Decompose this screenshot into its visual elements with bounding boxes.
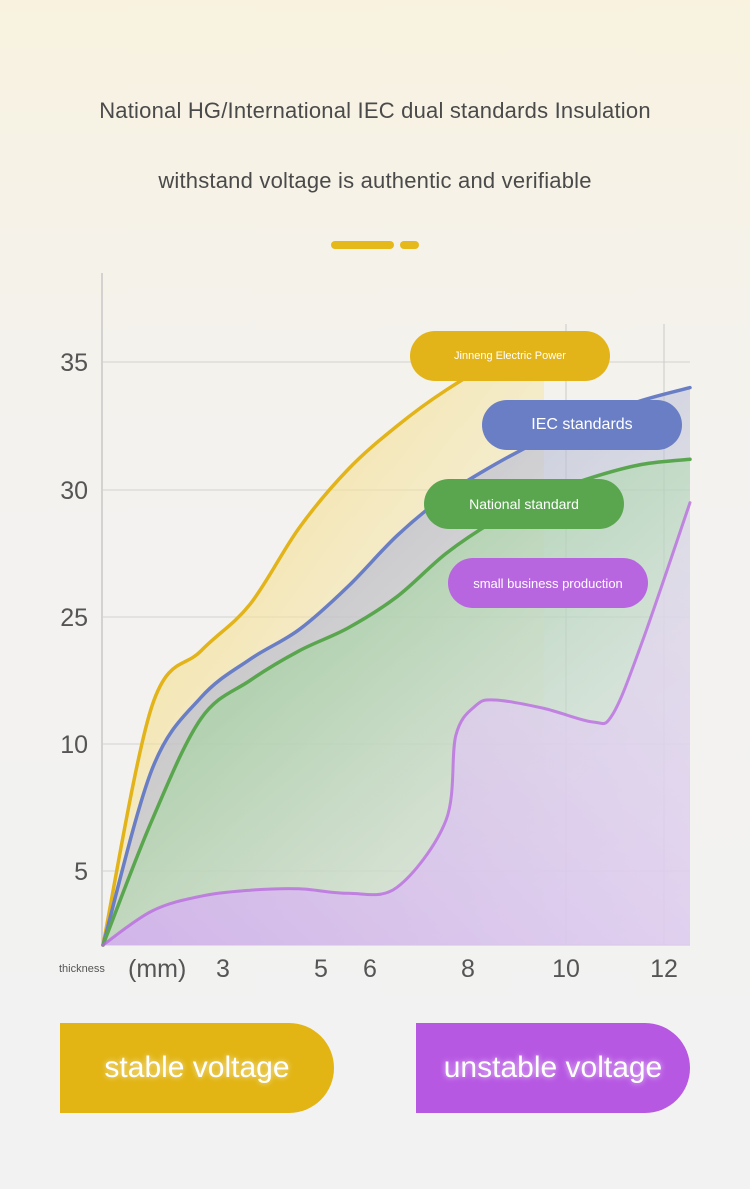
series-line-national xyxy=(101,457,692,947)
x-axis-label: thickness xyxy=(59,963,105,975)
x-tick-label: 5 xyxy=(314,955,328,983)
legend-pill-jinneng: Jinneng Electric Power xyxy=(410,331,610,381)
series-line-jinneng xyxy=(101,344,546,947)
series-line-small-business xyxy=(101,501,692,947)
x-tick-label: 10 xyxy=(552,955,580,983)
unstable-voltage-button[interactable]: unstable voltage xyxy=(416,1023,690,1113)
x-tick-label: 8 xyxy=(461,955,475,983)
x-tick-label: 3 xyxy=(216,955,230,983)
stable-voltage-button[interactable]: stable voltage xyxy=(60,1023,334,1113)
decor-bar-short xyxy=(400,241,419,249)
x-tick-label: 12 xyxy=(650,955,678,983)
legend-pill-national: National standard xyxy=(424,479,624,529)
x-tick-label: 6 xyxy=(363,955,377,983)
legend-pill-iec: IEC standards xyxy=(482,400,682,450)
decor-bar-long xyxy=(331,241,394,249)
headline-line-1: National HG/International IEC dual stand… xyxy=(99,98,651,123)
y-tick-label: 25 xyxy=(60,604,88,632)
series-area-small-business xyxy=(103,502,690,945)
y-tick-label: 5 xyxy=(74,858,88,886)
y-tick-label: 30 xyxy=(60,477,88,505)
legend-pill-small-business: small business production xyxy=(448,558,648,608)
y-tick-label: 10 xyxy=(60,731,88,759)
headline-line-2: withstand voltage is authentic and verif… xyxy=(158,168,592,193)
x-axis-unit: (mm) xyxy=(128,955,186,983)
y-tick-label: 35 xyxy=(60,349,88,377)
